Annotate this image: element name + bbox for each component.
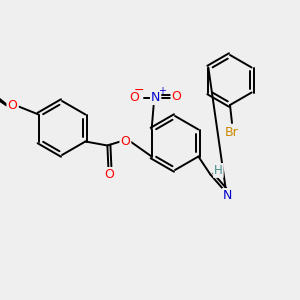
Text: N: N xyxy=(223,189,232,202)
Text: −: − xyxy=(134,84,144,97)
Text: O: O xyxy=(104,168,114,181)
Text: O: O xyxy=(172,90,182,103)
Text: O: O xyxy=(130,91,140,104)
Text: O: O xyxy=(8,99,18,112)
Text: O: O xyxy=(8,99,18,112)
Text: H: H xyxy=(214,164,223,177)
Text: O: O xyxy=(120,135,130,148)
Text: Br: Br xyxy=(225,125,239,139)
Text: N: N xyxy=(151,91,160,104)
Text: +: + xyxy=(158,86,166,97)
